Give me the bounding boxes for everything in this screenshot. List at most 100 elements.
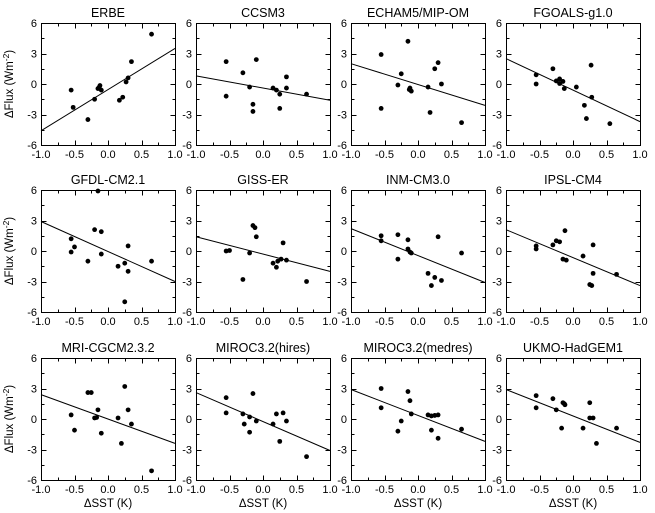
data-point xyxy=(590,270,596,276)
data-point xyxy=(614,271,619,277)
x-tick-label: 1.0 xyxy=(322,149,337,161)
data-point xyxy=(72,427,77,433)
y-tick-label: 6 xyxy=(341,18,347,30)
data-point xyxy=(129,421,134,427)
data-point xyxy=(439,81,444,87)
y-tick-label: 3 xyxy=(341,49,347,61)
data-point xyxy=(247,84,253,90)
regression-line xyxy=(350,63,486,106)
y-tick-label: 3 xyxy=(186,216,192,228)
plot-box xyxy=(196,190,331,313)
x-tick-label: 0.5 xyxy=(444,484,459,496)
data-point xyxy=(277,91,283,97)
data-point xyxy=(395,82,401,88)
data-point xyxy=(284,74,289,80)
subplot-title: ERBE xyxy=(91,6,125,20)
subplot-erbe: ERBE -6 -3 0 3 6 -1.0 -0.5 0.0 0.5 1.0 ΔFlux (Wm-2) xyxy=(1,6,183,161)
data-point xyxy=(247,250,253,256)
data-point xyxy=(115,263,121,269)
data-point xyxy=(85,258,91,264)
x-tick-label: -1.0 xyxy=(342,149,361,161)
data-point xyxy=(129,59,134,65)
y-tick-label: -3 xyxy=(337,277,347,289)
data-point xyxy=(408,250,414,256)
data-point xyxy=(125,75,131,81)
y-tick-label: 6 xyxy=(341,353,347,365)
y-tick-label: 6 xyxy=(31,353,37,365)
x-tick-label: 0.0 xyxy=(565,484,580,496)
x-tick-label: 1.0 xyxy=(477,484,492,496)
data-point xyxy=(284,85,289,91)
data-point xyxy=(125,407,131,413)
subplot-title: GFDL-CM2.1 xyxy=(71,173,145,187)
y-tick-label: 3 xyxy=(31,384,37,396)
data-point xyxy=(95,407,101,413)
data-point xyxy=(122,384,128,389)
y-tick-label: 0 xyxy=(341,246,347,258)
y-tick-label: -3 xyxy=(492,277,502,289)
x-tick-label: 0.0 xyxy=(410,149,425,161)
regression-line xyxy=(505,58,641,123)
data-point xyxy=(562,228,568,234)
data-point xyxy=(250,109,256,114)
data-point xyxy=(240,411,246,417)
y-tick-label: -6 xyxy=(337,140,347,152)
y-tick-label: -3 xyxy=(182,445,192,457)
y-tick-label: 0 xyxy=(186,79,192,91)
plot-box xyxy=(351,190,486,313)
data-point xyxy=(459,426,464,432)
x-tick-label: -1.0 xyxy=(32,484,51,496)
y-tick-label: -3 xyxy=(27,445,37,457)
data-point xyxy=(274,264,279,270)
y-tick-label: 6 xyxy=(186,185,192,197)
plot-box xyxy=(351,358,486,481)
y-tick-label: 3 xyxy=(31,49,37,61)
data-point xyxy=(435,60,441,66)
y-tick-label: 0 xyxy=(31,414,37,426)
y-tick-label: 3 xyxy=(341,384,347,396)
x-tick-label: 0.0 xyxy=(410,484,425,496)
y-axis-label: ΔFlux (Wm-2) xyxy=(1,385,16,453)
data-point xyxy=(284,418,289,424)
data-point xyxy=(92,96,97,102)
regression-line xyxy=(505,229,641,287)
x-tick-label: -0.5 xyxy=(220,316,239,328)
data-point xyxy=(589,94,595,100)
x-tick-label: -0.5 xyxy=(375,316,394,328)
data-point xyxy=(425,84,431,90)
x-tick-label: -1.0 xyxy=(342,484,361,496)
subplot-title: MIROC3.2(medres) xyxy=(363,341,472,355)
data-point xyxy=(270,421,276,427)
subplot-title: ECHAM5/MIP-OM xyxy=(367,6,469,20)
y-axis-label: ΔFlux (Wm-2) xyxy=(1,50,16,118)
data-point xyxy=(247,414,253,420)
data-point xyxy=(587,400,593,406)
data-point xyxy=(588,62,594,68)
data-point xyxy=(149,31,154,37)
y-tick-label: -3 xyxy=(182,277,192,289)
x-tick-label: 0.5 xyxy=(134,484,149,496)
data-point xyxy=(429,427,434,433)
subplot-fgoals-g1-0: FGOALS-g1.0 -6 -3 0 3 6 -1.0 -0.5 0.0 0.5 1.0 xyxy=(492,6,647,161)
y-tick-label: -3 xyxy=(27,110,37,122)
y-tick-label: 3 xyxy=(496,384,502,396)
y-tick-label: -3 xyxy=(492,110,502,122)
data-point xyxy=(304,279,309,284)
data-point xyxy=(550,66,556,72)
data-point xyxy=(533,405,539,411)
data-point xyxy=(378,238,384,244)
subplot-title: INM-CM3.0 xyxy=(386,173,450,187)
data-point xyxy=(581,102,587,108)
data-point xyxy=(70,104,76,110)
data-point xyxy=(561,86,567,91)
data-point xyxy=(553,407,559,413)
data-point xyxy=(573,84,579,90)
x-tick-label: 1.0 xyxy=(322,316,337,328)
data-point xyxy=(408,411,414,417)
data-point xyxy=(378,106,384,111)
data-point xyxy=(247,429,253,435)
regression-line xyxy=(350,389,486,442)
y-tick-label: -6 xyxy=(27,140,37,152)
subplot-title: MIROC3.2(hires) xyxy=(216,341,310,355)
